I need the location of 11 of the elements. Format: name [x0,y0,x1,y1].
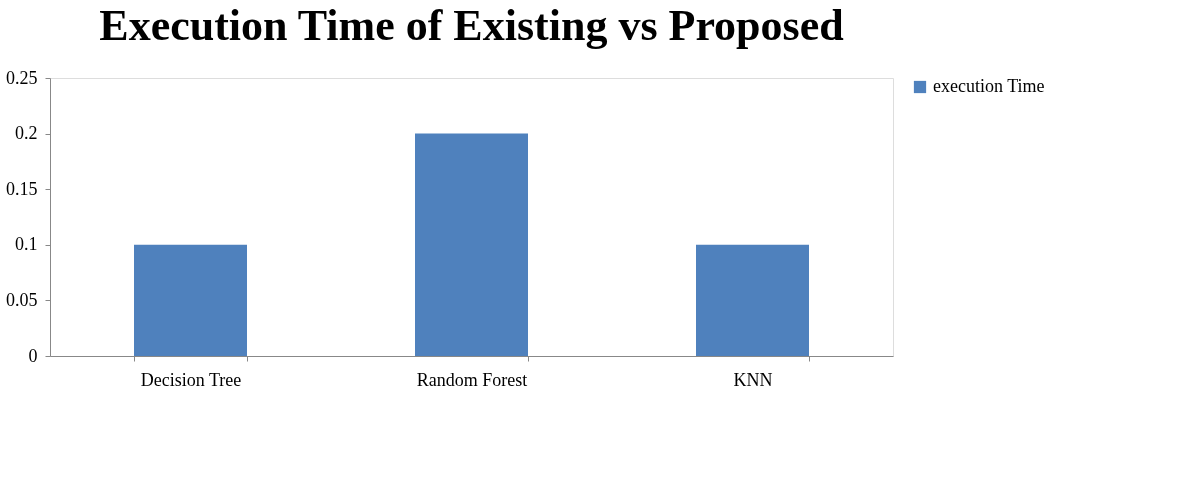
x-tick-label: KNN [733,369,773,390]
legend-label: execution Time [933,76,1045,96]
y-tick-label: 0.15 [6,178,38,199]
y-tick-label: 0.05 [6,289,38,310]
chart-title: Execution Time of Existing vs Proposed [99,1,844,50]
y-tick-label: 0.25 [6,67,38,88]
x-tick-label: Random Forest [416,369,528,390]
y-tick-label: 0 [28,345,38,366]
x-tick-label: Decision Tree [140,369,242,390]
y-tick-label: 0.2 [15,123,38,144]
y-tick-label: 0.1 [15,234,38,255]
